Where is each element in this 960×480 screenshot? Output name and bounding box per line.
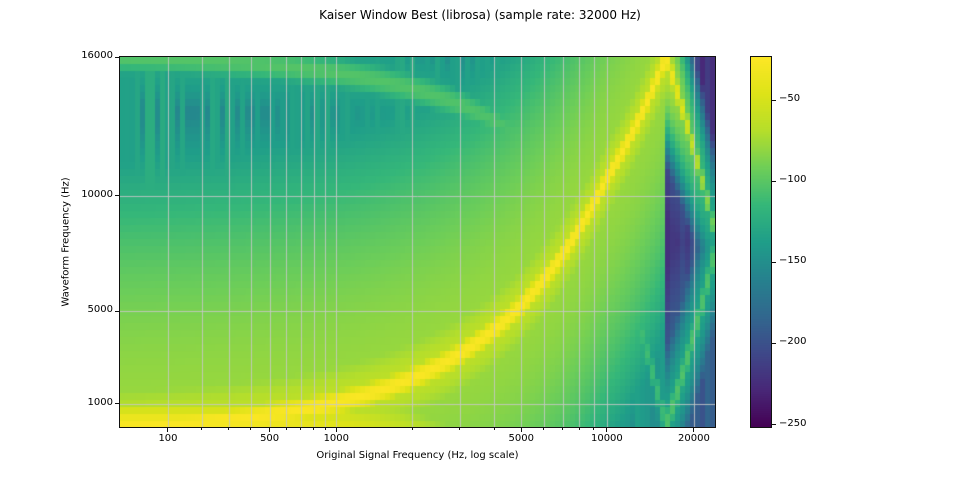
y-tick xyxy=(115,403,119,405)
x-major-tick xyxy=(167,428,169,432)
x-minor-tick xyxy=(578,428,580,430)
colorbar-tick xyxy=(772,261,776,263)
y-tick-label: 16000 xyxy=(81,50,113,61)
colorbar-tick-label: −250 xyxy=(779,417,807,429)
x-minor-tick xyxy=(201,428,203,430)
x-minor-tick xyxy=(228,428,230,430)
x-major-tick xyxy=(606,428,608,432)
x-major-tick xyxy=(269,428,271,432)
x-minor-tick xyxy=(285,428,287,430)
plot-area xyxy=(119,56,716,428)
x-minor-tick xyxy=(411,428,413,430)
y-tick xyxy=(115,195,119,197)
y-tick xyxy=(115,56,119,58)
x-tick-label: 5000 xyxy=(508,433,534,444)
x-tick-label: 20000 xyxy=(678,433,710,444)
x-minor-tick xyxy=(543,428,545,430)
x-major-tick xyxy=(520,428,522,432)
colorbar-tick xyxy=(772,99,776,101)
y-tick-label: 5000 xyxy=(87,304,113,316)
x-minor-tick xyxy=(313,428,315,430)
colorbar xyxy=(750,56,772,428)
colorbar-tick-label: −150 xyxy=(779,255,807,267)
x-minor-tick xyxy=(324,428,326,430)
colorbar-tick xyxy=(772,342,776,344)
colorbar-canvas xyxy=(751,57,771,427)
y-tick-label: 10000 xyxy=(81,188,113,200)
colorbar-tick-label: −100 xyxy=(779,174,807,186)
x-minor-tick xyxy=(300,428,302,430)
x-minor-tick xyxy=(593,428,595,430)
y-tick-label: 1000 xyxy=(87,396,113,408)
x-minor-tick xyxy=(493,428,495,430)
x-tick-label: 1000 xyxy=(323,433,350,444)
x-major-tick xyxy=(693,428,695,432)
x-minor-tick xyxy=(250,428,252,430)
x-minor-tick xyxy=(459,428,461,430)
x-minor-tick xyxy=(562,428,564,430)
heatmap-canvas xyxy=(120,57,715,427)
x-tick-label: 100 xyxy=(158,433,178,444)
x-axis-label: Original Signal Frequency (Hz, log scale… xyxy=(316,450,519,461)
colorbar-tick xyxy=(772,180,776,182)
x-tick-label: 10000 xyxy=(590,433,623,444)
chart-title: Kaiser Window Best (librosa) (sample rat… xyxy=(319,8,641,22)
y-tick xyxy=(115,310,119,312)
x-major-tick xyxy=(335,428,337,432)
colorbar-tick-label: −50 xyxy=(779,93,801,104)
colorbar-tick-label: −200 xyxy=(779,336,807,348)
x-tick-label: 500 xyxy=(260,433,280,444)
colorbar-tick xyxy=(772,424,776,426)
